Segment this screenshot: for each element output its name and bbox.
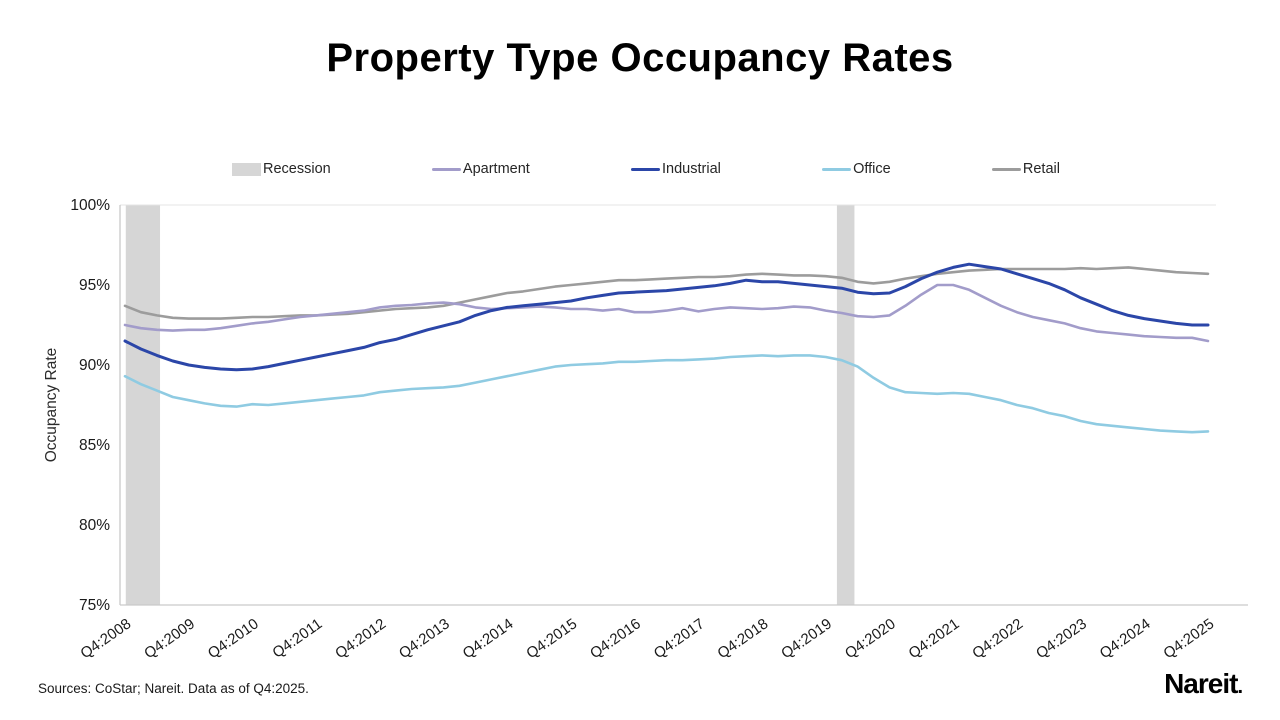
y-tick-label: 75%	[79, 597, 110, 614]
y-tick-label: 100%	[70, 197, 110, 214]
x-tick-label: Q4:2016	[587, 615, 644, 662]
legend-label: Apartment	[462, 161, 530, 177]
x-tick-label: Q4:2011	[269, 615, 325, 661]
x-tick-label: Q4:2014	[460, 615, 517, 662]
nareit-logo: Nareit.	[1164, 668, 1243, 700]
x-tick-label: Q4:2021	[906, 615, 963, 662]
retail-line-swatch	[991, 167, 1021, 171]
industrial-line-swatch	[631, 167, 661, 171]
x-tick-label: Q4:2018	[714, 615, 771, 662]
x-tick-label: Q4:2009	[141, 615, 198, 662]
legend-item-recession: Recession	[232, 161, 331, 177]
office-line-swatch	[822, 167, 852, 171]
legend-item-office: Office	[822, 161, 891, 177]
legend-label: Retail	[1022, 161, 1060, 177]
nareit-logo-dot: .	[1237, 676, 1242, 698]
y-tick-label: 80%	[79, 517, 110, 534]
x-tick-label: Q4:2019	[778, 615, 835, 662]
series-line-apartment	[123, 283, 1210, 343]
x-tick-label: Q4:2010	[205, 615, 262, 662]
series-line-office	[123, 354, 1210, 434]
x-tick-label: Q4:2023	[1033, 615, 1090, 662]
y-tick-label: 90%	[79, 357, 110, 374]
legend-item-apartment: Apartment	[431, 161, 530, 177]
x-tick-label: Q4:2025	[1160, 615, 1217, 662]
x-tick-label: Q4:2015	[523, 615, 580, 662]
apartment-line-swatch	[431, 167, 461, 171]
source-note: Sources: CoStar; Nareit. Data as of Q4:2…	[38, 681, 309, 696]
y-tick-label: 85%	[79, 437, 110, 454]
x-tick-label: Q4:2022	[969, 615, 1026, 662]
recession-band-swatch	[232, 162, 261, 176]
x-tick-label: Q4:2020	[842, 615, 899, 662]
x-tick-label: Q4:2024	[1097, 615, 1154, 662]
x-tick-label: Q4:2012	[332, 615, 389, 662]
chart-legend: Recession Apartment Industrial Office Retail	[232, 161, 1060, 177]
chart-title: Property Type Occupancy Rates	[326, 36, 954, 80]
x-tick-label: Q4:2013	[396, 615, 453, 662]
recession-band	[836, 205, 855, 605]
legend-item-retail: Retail	[991, 161, 1060, 177]
legend-label: Recession	[263, 161, 331, 177]
nareit-logo-text: Nareit	[1164, 668, 1238, 699]
x-tick-label: Q4:2017	[651, 615, 708, 662]
y-tick-label: 95%	[79, 277, 110, 294]
legend-label: Industrial	[662, 161, 721, 177]
legend-label: Office	[853, 161, 891, 177]
y-axis-title: Occupancy Rate	[43, 348, 60, 463]
legend-item-industrial: Industrial	[631, 161, 721, 177]
series-line-industrial	[123, 262, 1210, 372]
recession-band	[125, 205, 161, 605]
x-tick-label: Q4:2008	[77, 615, 134, 662]
